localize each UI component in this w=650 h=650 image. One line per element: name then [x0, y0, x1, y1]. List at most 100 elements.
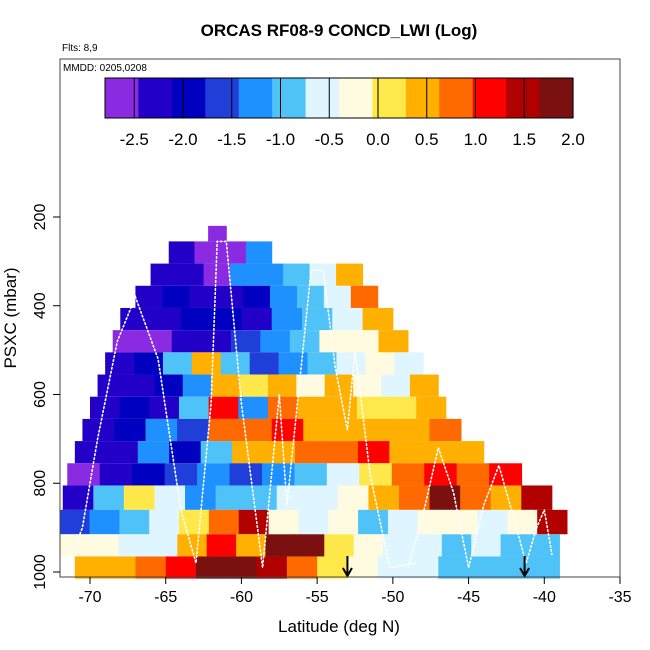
- heatmap-cell: [289, 330, 320, 353]
- heatmap-cell: [142, 330, 173, 353]
- heatmap-cell: [295, 441, 327, 464]
- heatmap-cell: [154, 374, 184, 397]
- colorbar-tick-label: 2.0: [561, 130, 585, 149]
- heatmap-cell: [286, 556, 318, 579]
- heatmap-cell: [357, 441, 390, 464]
- heatmap-cell: [359, 463, 393, 486]
- heatmap-cell: [294, 534, 325, 557]
- heatmap-cell: [168, 241, 195, 264]
- heatmap-cell: [165, 556, 197, 579]
- heatmap-cell: [105, 556, 136, 579]
- flight-track-rf09: [407, 444, 553, 569]
- heatmap-cell: [267, 396, 299, 419]
- heatmap-cell: [387, 509, 419, 535]
- heatmap-cell: [394, 352, 424, 375]
- colorbar-swatch: [138, 78, 173, 118]
- heatmap-cell: [416, 396, 447, 419]
- colorbar-swatch: [439, 78, 474, 118]
- heatmap-cell: [332, 307, 364, 331]
- heatmap-cell: [307, 352, 337, 375]
- heatmap-cell: [59, 534, 90, 557]
- heatmap-cell: [217, 225, 227, 242]
- heatmap-cell: [215, 485, 247, 510]
- heatmap-cell: [447, 509, 478, 535]
- heatmap-cell: [348, 330, 379, 353]
- heatmap-cell: [208, 396, 239, 419]
- heatmap-cell: [89, 534, 120, 557]
- heatmap-cell: [452, 441, 485, 464]
- heatmap-cell: [420, 441, 453, 464]
- colorbar-swatch: [305, 78, 340, 118]
- heatmap-cell: [362, 307, 394, 331]
- heatmap-cell: [383, 534, 413, 557]
- heatmap-cell: [229, 463, 263, 486]
- heatmap-cell: [132, 463, 166, 486]
- y-tick-label: 600: [32, 381, 49, 408]
- heatmap-cell: [267, 374, 297, 397]
- heatmap-cell: [226, 556, 258, 579]
- heatmap-cell: [417, 509, 449, 535]
- heatmap-cell: [185, 485, 217, 510]
- heatmap-cell: [67, 463, 101, 486]
- heatmap-cell: [211, 374, 241, 397]
- heatmap-cell: [150, 307, 182, 331]
- heatmap-cell: [245, 241, 273, 264]
- heatmap-cell: [230, 330, 261, 353]
- heatmap-cell: [211, 307, 242, 331]
- dates-note: MMDD: 0205,0208: [63, 63, 147, 74]
- heatmap-cell: [149, 396, 180, 419]
- heatmap-cell: [197, 463, 231, 486]
- heatmap-cell: [123, 485, 155, 510]
- colorbar-swatch: [506, 78, 541, 118]
- x-tick-label: -60: [230, 589, 253, 606]
- heatmap-cell: [468, 556, 500, 579]
- heatmap-cell: [490, 485, 522, 510]
- heatmap-cell: [265, 534, 296, 557]
- heatmap-cell: [135, 556, 167, 579]
- colorbar-swatch: [339, 78, 374, 118]
- heatmap-cell: [294, 463, 328, 486]
- heatmap-cell: [368, 485, 400, 510]
- heatmap-cell: [112, 330, 143, 353]
- heatmap-cell: [297, 396, 328, 419]
- heatmap-cell: [307, 485, 339, 510]
- colorbar-tick-label: -1.0: [266, 130, 295, 149]
- heatmap-cell: [149, 509, 180, 535]
- plot-frame: [59, 58, 621, 578]
- heatmap-cell: [336, 352, 366, 375]
- heatmap-cell: [327, 396, 358, 419]
- heatmap-cell: [397, 418, 430, 442]
- heatmap-cell: [164, 463, 198, 486]
- heatmap-cell: [246, 485, 278, 510]
- y-tick-label: 400: [32, 292, 49, 319]
- heatmap-cell: [177, 418, 210, 442]
- colorbar-tick-label: -1.5: [217, 130, 246, 149]
- heatmap-cell: [93, 485, 125, 510]
- colorbar-swatch: [105, 78, 140, 118]
- heatmap-cell: [271, 307, 303, 331]
- colorbar: -2.5 -2.0 -1.5 -1.0 -0.5 0.0 0.5 1.0 1.5 2.0: [104, 77, 585, 149]
- heatmap-cell: [389, 441, 422, 464]
- heatmap-cell: [220, 352, 251, 375]
- colorbar-swatch: [205, 78, 240, 118]
- heatmap-cell: [196, 556, 227, 579]
- heatmap-cell: [240, 418, 273, 442]
- flight-track-rf08: [66, 240, 417, 569]
- heatmap-cell: [178, 396, 210, 419]
- marker-down-arrow: [342, 556, 353, 579]
- heatmap-cell: [150, 263, 178, 286]
- heatmap-cell: [206, 534, 237, 557]
- heatmap-cell: [471, 534, 502, 557]
- heatmap-cell: [347, 556, 379, 579]
- heatmap-cell: [298, 509, 329, 535]
- heatmap-cell: [113, 418, 147, 442]
- heatmap-cell: [74, 441, 107, 464]
- heatmap-cell: [236, 534, 266, 557]
- heatmap-cell: [179, 509, 210, 535]
- heatmap-cell: [208, 509, 240, 535]
- colorbar-tick-label: 1.5: [512, 130, 536, 149]
- heatmap-cell: [118, 534, 149, 557]
- colorbar-tick-label: 1.0: [464, 130, 488, 149]
- colorbar-tick-label: -0.5: [315, 130, 344, 149]
